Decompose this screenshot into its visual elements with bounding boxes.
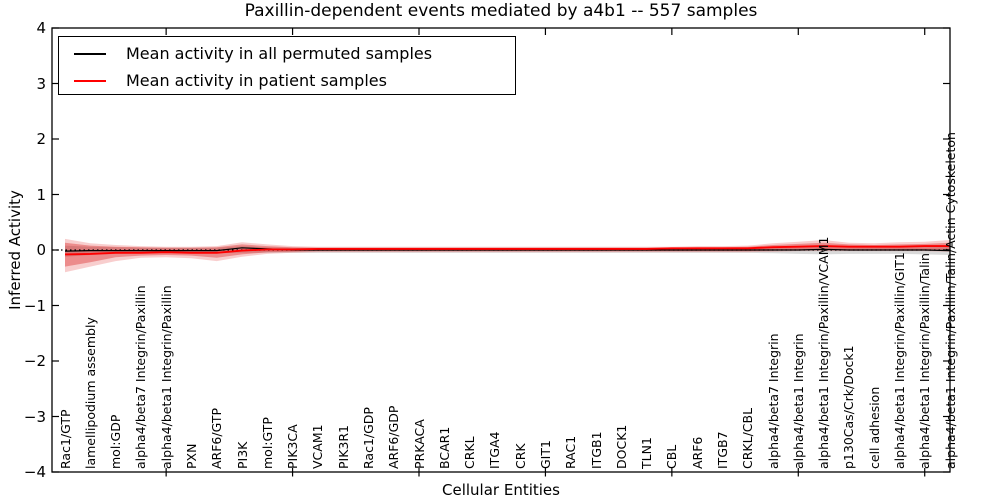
x-tick-label: PXN (183, 443, 199, 469)
x-tick-label: alpha4/beta7 Integrin/Paxillin (133, 285, 149, 469)
x-tick-label: alpha4/beta7 Integrin (765, 333, 781, 469)
x-tick-label: CBL (664, 444, 680, 469)
x-tick-label: ARF6/GTP (209, 407, 225, 469)
chart-title: Paxillin-dependent events mediated by a4… (244, 1, 758, 21)
y-tick-label: 3 (36, 74, 46, 93)
x-tick-label: Rac1/GTP (57, 409, 73, 469)
x-tick-label: BCAR1 (436, 426, 452, 469)
y-tick-label: −4 (23, 463, 46, 481)
x-tick-label: alpha4/beta1 Integrin/Paxillin/GIT1 (891, 252, 907, 469)
x-tick-label: DOCK1 (613, 424, 629, 469)
x-tick-label: ITGB1 (588, 431, 604, 469)
x-tick-label: alpha4/beta1 Integrin (790, 333, 806, 469)
x-tick-label: mol:GTP (259, 417, 275, 469)
legend-entry: Mean activity in patient samples (59, 67, 515, 94)
x-tick-label: CRK (512, 443, 528, 469)
y-tick-label: 4 (36, 19, 46, 37)
x-tick-label: cell adhesion (866, 386, 882, 469)
x-tick-label: CRKL/CBL (740, 407, 756, 469)
x-tick-label: ARF6/GDP (386, 405, 402, 469)
x-tick-label: ITGB7 (714, 431, 730, 469)
x-tick-label: mol:GDP (108, 414, 124, 469)
legend-entry: Mean activity in all permuted samples (59, 40, 515, 67)
patient-mean-line (64, 245, 950, 256)
y-tick-label: −3 (23, 407, 46, 426)
legend: Mean activity in all permuted samples Mea… (58, 36, 516, 95)
x-tick-label: alpha4/beta1 Integrin/Paxillin/Talin (917, 253, 933, 469)
permuted-mean-line (64, 247, 951, 252)
legend-label: Mean activity in patient samples (126, 71, 387, 90)
x-tick-label: VCAM1 (310, 424, 326, 469)
legend-line-swatch (74, 52, 106, 55)
legend-label: Mean activity in all permuted samples (126, 44, 433, 63)
y-tick-label: 0 (36, 241, 46, 259)
x-tick-label: lamellipodium assembly (82, 317, 98, 469)
x-tick-label: PIK3R1 (335, 424, 351, 469)
x-tick-label: alpha4/beta1 Integrin/Paxillin/Talin/Act… (942, 132, 958, 469)
patient-sample-range-outer-band (65, 238, 950, 273)
x-axis-title: Cellular Entities (442, 481, 560, 499)
x-tick-label: PIK3CA (285, 424, 301, 469)
y-tick-label: −1 (23, 296, 46, 315)
x-tick-label: p130Cas/Crk/Dock1 (841, 345, 857, 469)
x-tick-label: alpha4/beta1 Integrin/Paxillin/VCAM1 (816, 236, 832, 469)
x-tick-label: PRKACA (411, 419, 427, 469)
x-tick-label: PI3K (234, 441, 250, 469)
legend-line-swatch (74, 79, 106, 82)
y-tick-label: −2 (23, 352, 46, 370)
x-tick-label: GIT1 (537, 440, 553, 469)
x-tick-label: TLN1 (639, 437, 655, 469)
x-tick-label: Rac1/GDP (360, 407, 376, 469)
y-tick-label: 2 (36, 130, 46, 148)
x-tick-label: ITGA4 (487, 431, 503, 469)
y-tick-label: 1 (36, 185, 46, 204)
x-tick-label: ARF6 (689, 436, 705, 469)
x-tick-label: alpha4/beta1 Integrin/Paxillin (158, 285, 174, 469)
x-tick-label: CRKL (462, 436, 478, 469)
x-tick-label: RAC1 (563, 435, 579, 469)
